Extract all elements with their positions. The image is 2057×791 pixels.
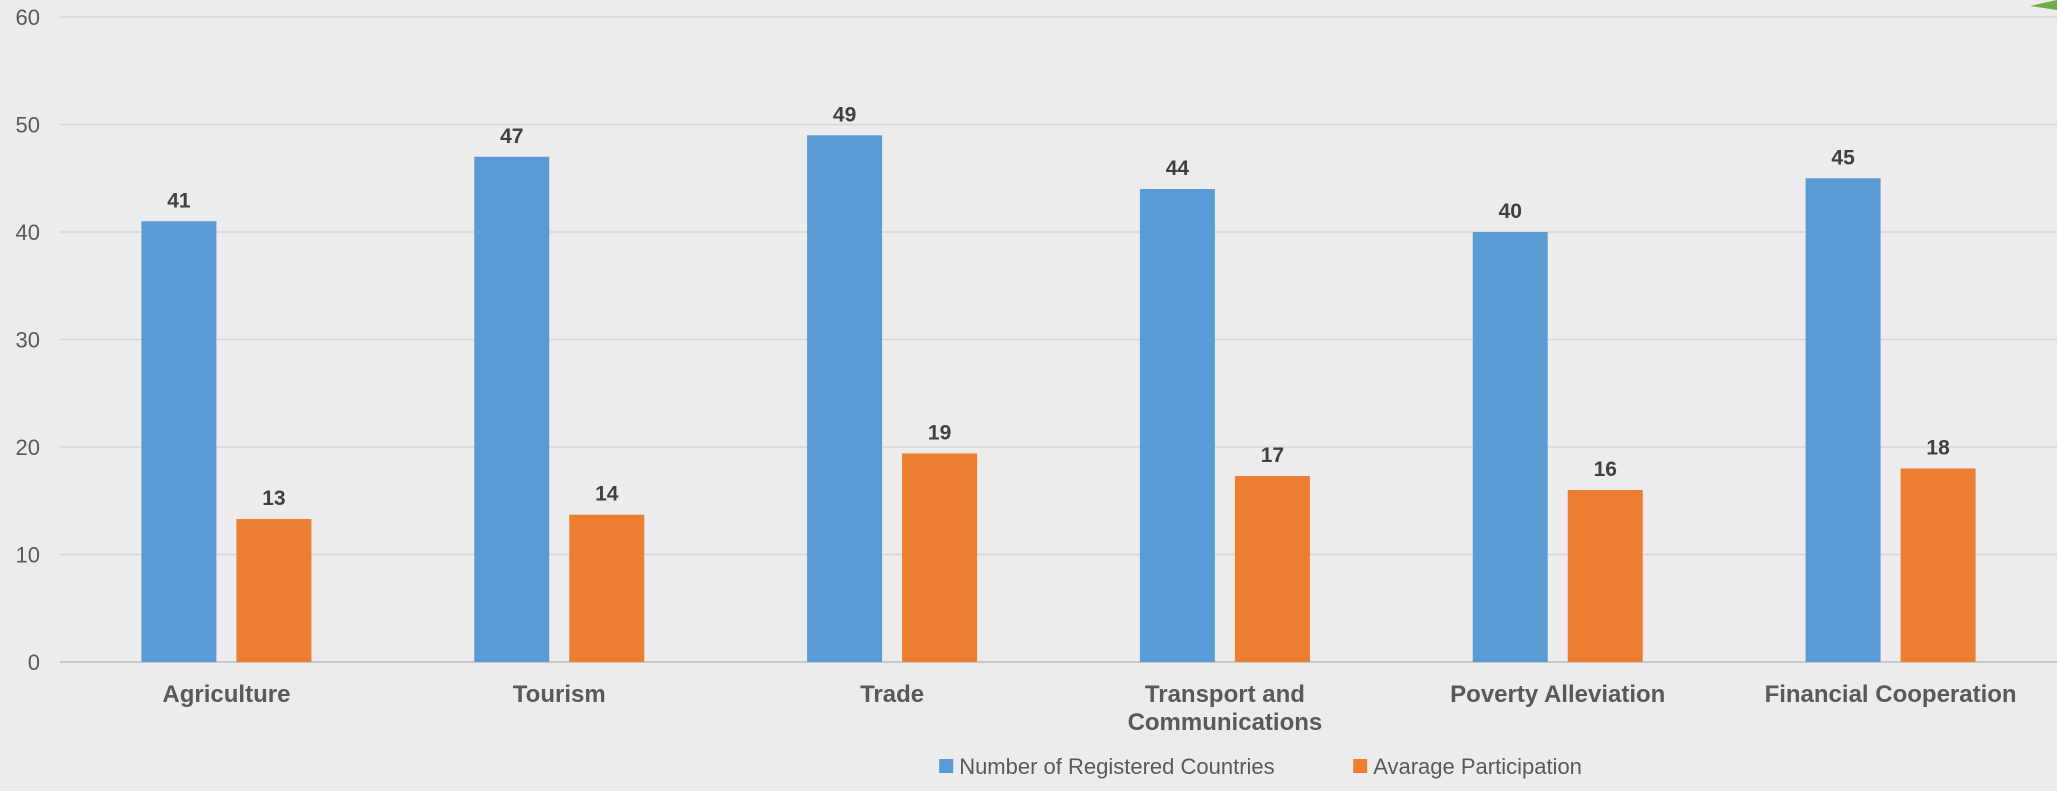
legend-label: Avarage Participation <box>1373 754 1582 779</box>
legend: Number of Registered Countries Avarage Pa… <box>939 754 1582 779</box>
corner-triangle-mark <box>2030 0 2057 10</box>
legend-item: Number of Registered Countries <box>939 754 1275 779</box>
data-label: 13 <box>262 487 285 510</box>
data-label: 19 <box>928 421 951 444</box>
x-category-label: Trade <box>860 681 924 708</box>
data-label: 14 <box>595 483 619 506</box>
bar-registered-countries <box>1805 178 1881 662</box>
data-label: 49 <box>833 103 856 126</box>
data-label: 44 <box>1166 157 1190 180</box>
data-label: 17 <box>1261 444 1284 467</box>
legend-swatch <box>1353 759 1368 773</box>
legend-label: Number of Registered Countries <box>959 754 1274 779</box>
data-label: 40 <box>1499 200 1522 223</box>
y-tick-label: 20 <box>16 435 40 460</box>
y-tick-label: 50 <box>16 113 40 138</box>
data-label: 45 <box>1831 146 1855 169</box>
x-category-label: Financial Cooperation <box>1765 681 2017 708</box>
legend-item: Avarage Participation <box>1353 754 1582 779</box>
data-label: 18 <box>1926 437 1950 460</box>
bars <box>141 135 1976 662</box>
bar-avarage-participation <box>236 519 312 662</box>
data-label: 47 <box>500 125 523 148</box>
data-labels: 41 13 47 14 49 19 44 17 40 16 45 18 <box>167 103 1950 510</box>
y-tick-label: 10 <box>16 543 40 568</box>
bar-registered-countries <box>1139 189 1215 662</box>
bar-registered-countries <box>141 221 217 662</box>
data-label: 41 <box>167 189 191 212</box>
bar-avarage-participation <box>1234 476 1310 662</box>
x-category-label: Transport and Communications <box>1128 681 1323 736</box>
legend-swatch <box>939 759 954 773</box>
bar-avarage-participation <box>902 453 978 662</box>
y-tick-label: 0 <box>28 650 40 675</box>
x-category-label: Tourism <box>513 681 606 708</box>
bar-avarage-participation <box>1900 468 1976 662</box>
data-label: 16 <box>1594 458 1617 481</box>
bar-registered-countries <box>807 135 883 662</box>
y-tick-label: 40 <box>16 220 40 245</box>
x-axis-categories: Agriculture Tourism Trade Transport and Comm… <box>162 681 2016 736</box>
bar-registered-countries <box>474 156 550 662</box>
y-axis-ticks: 0 10 20 30 40 50 60 <box>16 5 40 675</box>
y-tick-label: 60 <box>16 5 40 30</box>
bar-avarage-participation <box>569 514 645 662</box>
y-tick-label: 30 <box>16 328 40 353</box>
x-category-label: Poverty Alleviation <box>1450 681 1665 708</box>
x-category-label: Agriculture <box>162 681 290 708</box>
bar-avarage-participation <box>1567 490 1643 662</box>
bar-registered-countries <box>1472 232 1548 662</box>
gridlines <box>60 16 2057 663</box>
